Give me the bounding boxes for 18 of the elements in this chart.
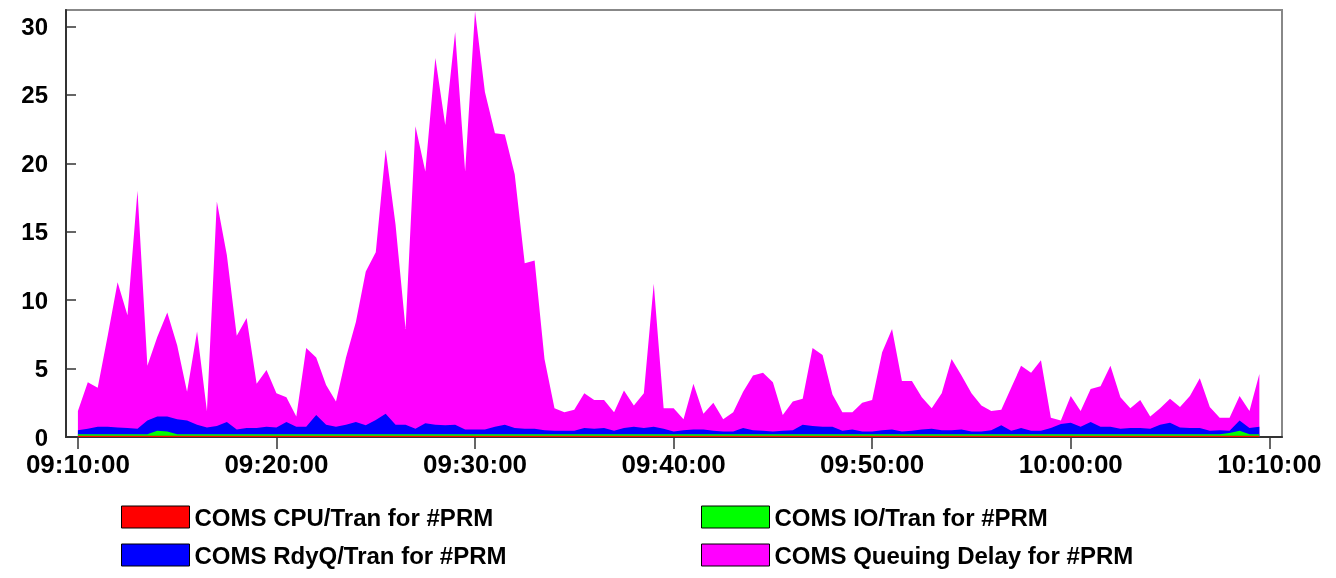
x-tick-label: 09:50:00 <box>820 449 925 479</box>
x-tick-label: 09:30:00 <box>422 449 528 479</box>
y-tick-label: 25 <box>21 81 48 109</box>
x-tick-label: 09:10:00 <box>25 449 130 479</box>
y-tick-label: 30 <box>21 12 48 40</box>
y-tick-label: 20 <box>21 149 48 177</box>
x-tick-label: 10:10:00 <box>1217 449 1322 479</box>
x-tick-label: 09:40:00 <box>621 449 726 479</box>
x-tick-label: 10:00:00 <box>1018 449 1123 479</box>
y-tick-label: 15 <box>21 218 48 246</box>
legend-label: COMS IO/Tran for #PRM <box>774 503 1048 531</box>
legend-label: COMS Queuing Delay for #PRM <box>774 541 1134 569</box>
legend-label: COMS RdyQ/Tran for #PRM <box>194 541 507 569</box>
y-tick-label: 0 <box>34 423 48 451</box>
legend-label: COMS CPU/Tran for #PRM <box>194 503 494 531</box>
y-tick-label: 10 <box>21 286 48 314</box>
x-tick-label: 09:20:00 <box>224 449 329 479</box>
y-tick-label: 5 <box>34 355 48 383</box>
